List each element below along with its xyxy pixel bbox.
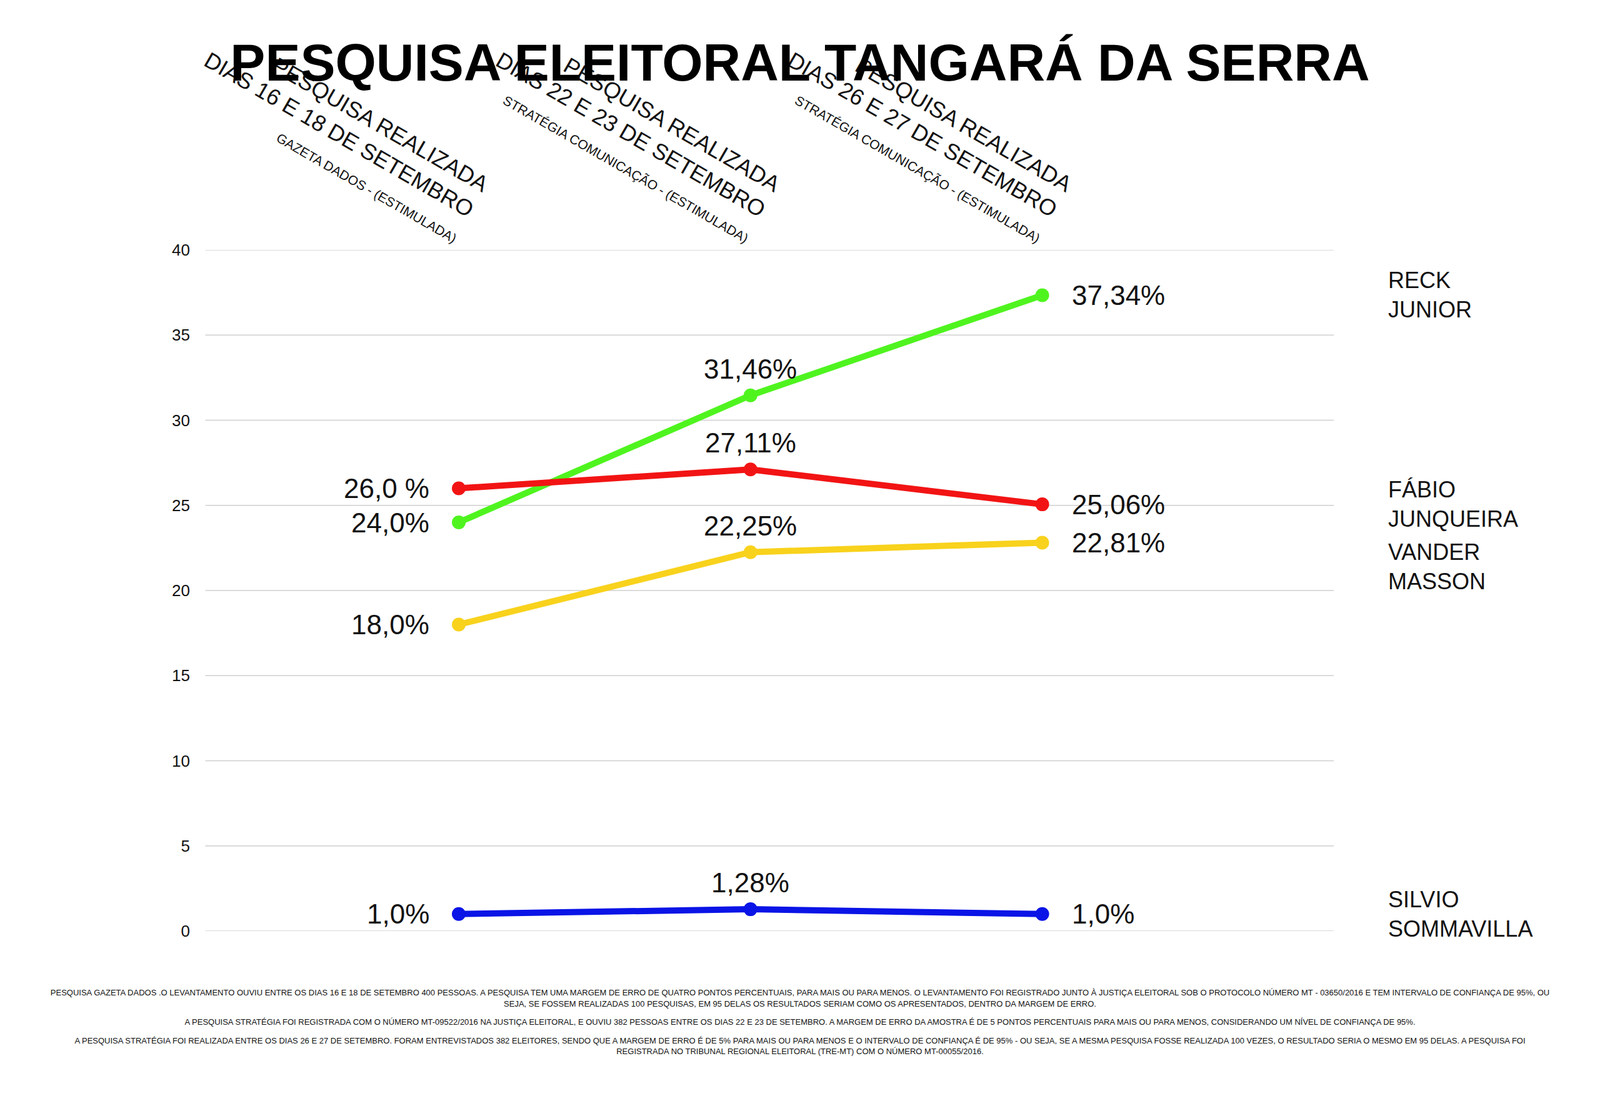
html-text:A PESQUISA STRATÉGIA FOI REGIS: A PESQUISA STRATÉGIA FOI REGISTRADA COM …: [184, 1017, 1416, 1027]
svg-text:31,46%: 31,46%: [703, 353, 797, 385]
svg-text:1,28%: 1,28%: [711, 867, 790, 899]
svg-text:22,81%: 22,81%: [1071, 527, 1165, 559]
svg-text:18,0%: 18,0%: [351, 609, 430, 640]
svg-text:26,0 %: 26,0 %: [343, 473, 430, 504]
svg-text:PESQUISA REALIZADADIAS 22 E 23: PESQUISA REALIZADADIAS 22 E 23 DE SETEMB…: [478, 21, 785, 246]
svg-text:27,11%: 27,11%: [705, 427, 797, 459]
svg-text:VANDERMASSON: VANDERMASSON: [1388, 539, 1486, 595]
svg-text:35: 35: [171, 325, 190, 345]
svg-text:40: 40: [171, 240, 190, 260]
html-text:PESQUISA GAZETA DADOS .O LEVAN: PESQUISA GAZETA DADOS .O LEVANTAMENTO OU…: [50, 988, 1550, 1009]
svg-text:20: 20: [171, 581, 190, 600]
svg-text:5: 5: [181, 836, 190, 856]
svg-text:10: 10: [171, 751, 190, 771]
svg-text:RECKJUNIOR: RECKJUNIOR: [1388, 267, 1472, 323]
svg-text:1,0%: 1,0%: [366, 898, 430, 930]
svg-text:PESQUISA REALIZADADIAS 26 E 27: PESQUISA REALIZADADIAS 26 E 27 DE SETEMB…: [770, 21, 1077, 246]
svg-text:24,0%: 24,0%: [351, 507, 430, 539]
svg-text:25,06%: 25,06%: [1071, 489, 1165, 520]
svg-text:37,34%: 37,34%: [1071, 280, 1165, 311]
svg-text:30: 30: [171, 411, 190, 430]
svg-text:25: 25: [171, 496, 190, 515]
svg-text:0: 0: [181, 921, 190, 941]
svg-text:SILVIOSOMMAVILLA: SILVIOSOMMAVILLA: [1388, 886, 1533, 942]
svg-text:1,0%: 1,0%: [1071, 898, 1135, 930]
svg-text:FÁBIOJUNQUEIRA: FÁBIOJUNQUEIRA: [1388, 476, 1519, 532]
svg-text:PESQUISA ELEITORAL TANGARÁ DA: PESQUISA ELEITORAL TANGARÁ DA SERRA: [230, 33, 1370, 92]
svg-text:22,25%: 22,25%: [703, 510, 797, 542]
html-text:A PESQUISA STRATÉGIA FOI REALI: A PESQUISA STRATÉGIA FOI REALIZADA ENTRE…: [74, 1036, 1526, 1057]
svg-text:15: 15: [171, 666, 190, 685]
svg-text:PESQUISA REALIZADADIAS 16 E 18: PESQUISA REALIZADADIAS 16 E 18 DE SETEMB…: [186, 21, 493, 246]
